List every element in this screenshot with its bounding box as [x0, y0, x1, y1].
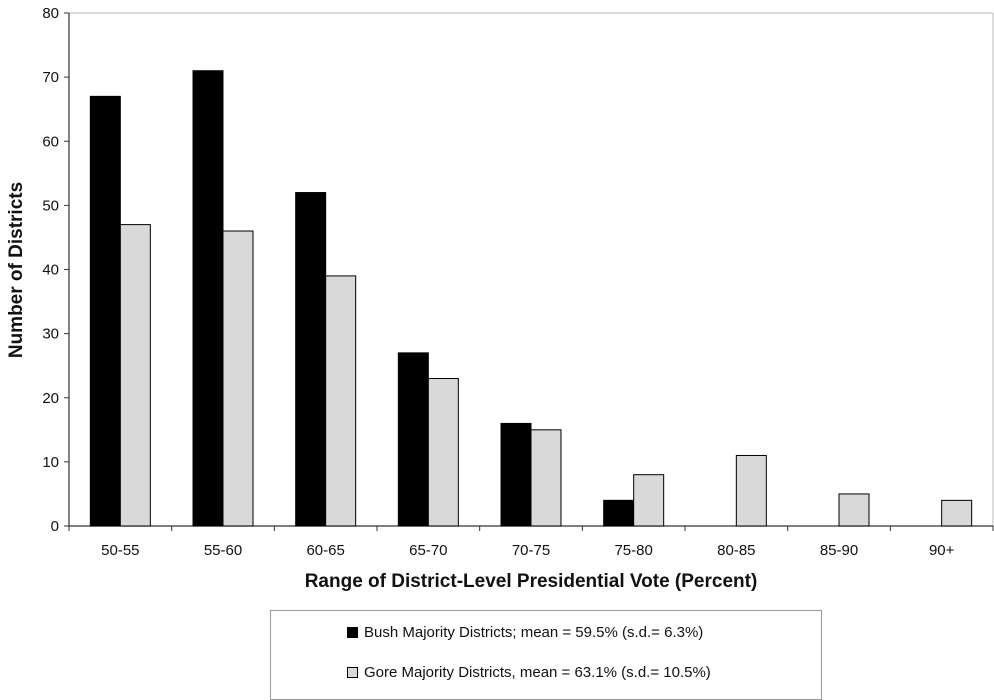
bar-bush: [89, 95, 121, 527]
y-tick-label: 80: [42, 5, 59, 22]
x-tick-label: 55-60: [204, 542, 242, 559]
bar-gore: [735, 454, 767, 527]
bar-gore: [325, 275, 357, 527]
legend-item-bush: Bush Majority Districts; mean = 59.5% (s…: [347, 622, 703, 642]
bar-gore: [119, 224, 151, 527]
x-tick-label: 85-90: [820, 542, 858, 559]
y-tick-label: 20: [42, 390, 59, 407]
bar-gore: [941, 499, 973, 527]
y-tick-label: 50: [42, 197, 59, 214]
legend: Bush Majority Districts; mean = 59.5% (s…: [270, 610, 822, 700]
legend-swatch-gore: [347, 666, 358, 678]
bar-bush: [500, 422, 532, 527]
x-tick-label: 50-55: [101, 542, 139, 559]
bar-bush: [397, 352, 429, 527]
plot-area: 0 10 20 30 40 50 60 70 80 50-55 55-60 60-65 65-70 70-…: [42, 5, 994, 559]
legend-label-gore: Gore Majority Districts, mean = 63.1% (s…: [364, 663, 711, 681]
x-axis-title: Range of District-Level Presidential Vot…: [305, 571, 758, 592]
y-tick-label: 70: [42, 69, 59, 86]
y-axis-title: Number of Districts: [6, 182, 27, 358]
bar-bush: [295, 192, 327, 527]
x-tick-label: 60-65: [306, 542, 344, 559]
bar-gore: [222, 230, 254, 527]
x-tick-label: 70-75: [512, 542, 550, 559]
bar-bush: [603, 499, 635, 527]
y-tick-label: 10: [42, 454, 59, 471]
bar-gore: [838, 493, 870, 527]
bar-gore: [427, 378, 459, 527]
y-tick-label: 30: [42, 326, 59, 343]
bar-gore: [633, 474, 665, 527]
legend-swatch-bush: [347, 626, 358, 638]
y-tick-label: 40: [42, 262, 59, 279]
x-tick-label: 75-80: [614, 542, 652, 559]
legend-label-bush: Bush Majority Districts; mean = 59.5% (s…: [364, 623, 704, 641]
x-tick-label: 80-85: [717, 542, 755, 559]
y-tick-label: 0: [51, 518, 59, 535]
y-tick-label: 60: [42, 133, 59, 150]
bar-bush: [192, 70, 224, 527]
x-tick-label: 65-70: [409, 542, 447, 559]
x-tick-label: 90+: [929, 542, 955, 559]
legend-item-gore: Gore Majority Districts, mean = 63.1% (s…: [347, 662, 711, 682]
bar-gore: [530, 429, 562, 527]
